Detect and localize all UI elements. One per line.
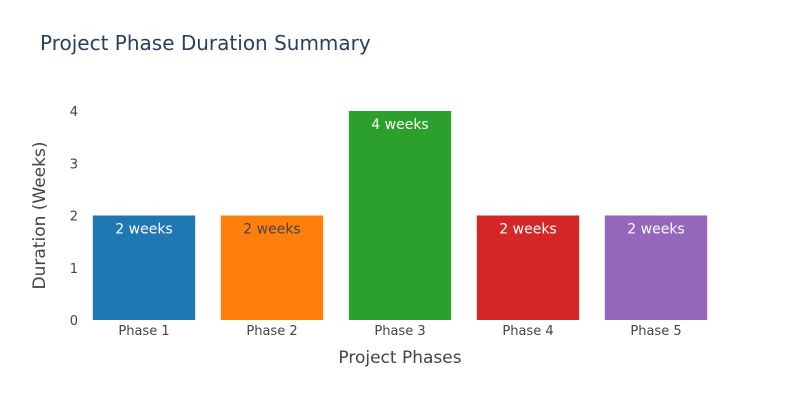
y-axis-ticks: 0 1 2 3 4 xyxy=(70,105,78,329)
bar-data-label: 2 weeks xyxy=(243,222,300,238)
x-tick-label: Phase 5 xyxy=(630,324,681,339)
y-tick-label: 0 xyxy=(70,314,78,329)
bar-1 xyxy=(92,215,196,320)
bar-data-label: 2 weeks xyxy=(115,222,172,238)
y-tick-label: 2 xyxy=(70,210,78,225)
bar-data-label: 4 weeks xyxy=(371,117,428,133)
y-tick-label: 3 xyxy=(70,157,78,172)
bar-4 xyxy=(476,215,580,320)
y-tick-label: 1 xyxy=(70,262,78,277)
bars-group: 2 weeks 2 weeks 4 weeks 2 weeks 2 weeks xyxy=(92,111,708,320)
bar-5 xyxy=(604,215,708,320)
y-axis-label: Duration (Weeks) xyxy=(30,142,50,290)
x-tick-label: Phase 3 xyxy=(374,324,425,339)
x-tick-label: Phase 4 xyxy=(502,324,553,339)
bar-data-label: 2 weeks xyxy=(499,222,556,238)
x-tick-label: Phase 2 xyxy=(246,324,297,339)
x-axis-label: Project Phases xyxy=(338,348,461,368)
x-tick-label: Phase 1 xyxy=(118,324,169,339)
y-tick-label: 4 xyxy=(70,105,78,120)
bar-3 xyxy=(348,111,452,320)
chart-title: Project Phase Duration Summary xyxy=(40,31,371,55)
bar-data-label: 2 weeks xyxy=(627,222,684,238)
x-axis-ticks: Phase 1 Phase 2 Phase 3 Phase 4 Phase 5 xyxy=(118,324,681,339)
bar-2 xyxy=(220,215,324,320)
